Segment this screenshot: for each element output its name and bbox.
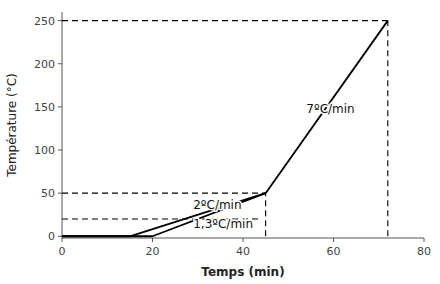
x-tick-label: 40 (236, 245, 250, 258)
x-tick (152, 238, 153, 242)
y-tick-label: 0 (48, 230, 55, 243)
x-tick-label: 80 (417, 245, 431, 258)
chart: 0 20 40 60 80 0 50 100 150 200 250 Temps (min) Tempé… (0, 0, 440, 284)
ramp-line (266, 21, 388, 194)
dashed-line (265, 193, 266, 236)
x-tick-label: 20 (146, 245, 160, 258)
x-tick (333, 238, 334, 242)
x-tick (62, 238, 63, 242)
y-tick (58, 106, 62, 107)
annotation: 7ºC/min (306, 102, 354, 116)
y-tick-label: 200 (34, 58, 55, 71)
y-tick-label: 250 (34, 15, 55, 28)
y-tick-label: 100 (34, 144, 55, 157)
y-tick-label: 50 (41, 187, 55, 200)
x-axis-label: Temps (min) (201, 265, 284, 279)
ramp-line (62, 193, 266, 236)
x-tick-label: 60 (327, 245, 341, 258)
annotation: 1,3ºC/min (193, 217, 253, 231)
plot-area (62, 21, 388, 237)
dashed-line (387, 21, 388, 237)
x-tick-label: 0 (59, 245, 66, 258)
y-axis-line (62, 12, 63, 238)
ramp-line (62, 193, 266, 236)
y-axis-label: Température (°C) (5, 73, 19, 178)
y-tick (58, 63, 62, 64)
y-tick (58, 20, 62, 21)
y-tick-label: 150 (34, 101, 55, 114)
x-tick (243, 238, 244, 242)
x-tick (424, 238, 425, 242)
y-tick (58, 150, 62, 151)
dashed-line (62, 193, 266, 194)
annotation: 2ºC/min (193, 198, 241, 212)
y-tick (58, 193, 62, 194)
dashed-line (62, 20, 388, 21)
y-tick (58, 236, 62, 237)
